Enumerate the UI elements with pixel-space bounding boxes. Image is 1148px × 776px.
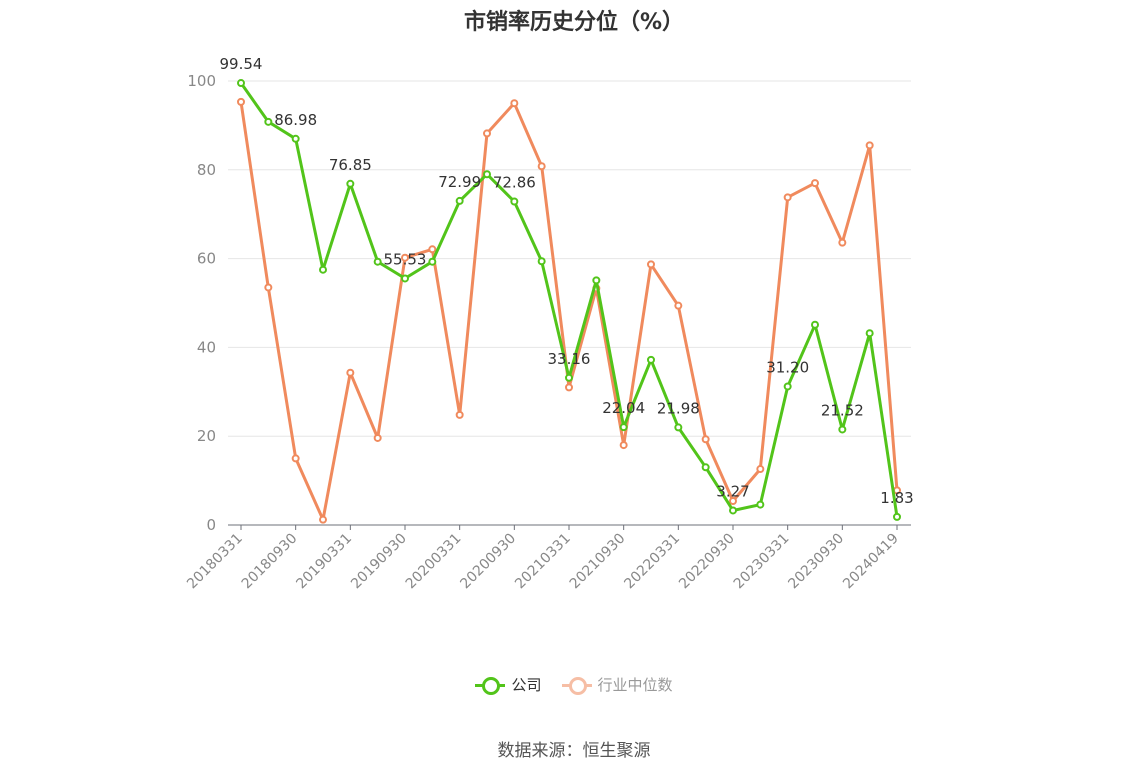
data-point (756, 500, 765, 509)
data-point (756, 465, 765, 474)
data-point (455, 196, 464, 205)
data-point (264, 117, 273, 126)
data-point (510, 197, 519, 206)
data-point (783, 193, 792, 202)
y-tick-label: 80 (197, 161, 216, 179)
data-source: 数据来源：恒生聚源 (497, 741, 651, 761)
y-tick-label: 40 (197, 338, 216, 356)
data-point (346, 179, 355, 188)
data-point (537, 257, 546, 266)
data-label: 55.53 (384, 250, 427, 268)
x-tick-label: 20230930 (785, 531, 847, 593)
legend-line-marker-icon (561, 675, 592, 695)
data-label: 1.83 (880, 489, 913, 507)
data-point (674, 301, 683, 310)
x-tick-label: 20230331 (731, 531, 793, 593)
data-point (428, 257, 437, 266)
data-label: 21.98 (657, 399, 700, 417)
data-label: 76.85 (329, 156, 372, 174)
data-label: 22.04 (602, 399, 645, 417)
data-point (373, 257, 382, 266)
legend-item-company[interactable]: 公司 (475, 674, 542, 695)
data-label: 99.54 (220, 55, 263, 73)
data-point (319, 265, 327, 274)
data-labels: 99.54 86.98 76.85 55.53 72.99 72.86 33.16 22.04… (220, 55, 914, 507)
data-point (346, 368, 355, 377)
data-point (592, 276, 601, 285)
data-point (264, 283, 273, 292)
data-point (701, 435, 710, 444)
data-point (729, 506, 737, 515)
y-tick-label: 0 (206, 516, 216, 534)
legend-line-marker-icon (475, 675, 506, 695)
y-tick-label: 100 (187, 72, 216, 90)
x-tick-label: 20240419 (840, 531, 902, 593)
data-label: 21.52 (821, 401, 864, 419)
data-point (865, 329, 874, 338)
y-tick-label: 60 (197, 250, 216, 268)
x-tick-label: 20220930 (676, 531, 738, 593)
x-tick-label: 20180930 (239, 531, 301, 593)
y-tick-label: 20 (197, 427, 216, 445)
x-tick-label: 20180331 (184, 531, 246, 593)
data-label: 72.86 (493, 174, 536, 192)
data-point (565, 373, 573, 382)
data-point (647, 355, 655, 364)
legend-item-industry[interactable]: 行业中位数 (561, 674, 673, 695)
gridlines (228, 80, 911, 437)
x-tick-label: 20200930 (457, 531, 519, 593)
data-point (291, 454, 300, 463)
x-tick-label: 20210331 (512, 531, 574, 593)
data-point (483, 170, 491, 179)
x-tick-label: 20220331 (621, 531, 683, 593)
data-label: 31.20 (766, 358, 809, 376)
series-lines (237, 79, 901, 524)
data-label: 86.98 (274, 111, 317, 129)
data-point (838, 238, 847, 247)
line-chart: 0 20 40 60 80 100 2018033120180930201903312019… (184, 55, 914, 592)
x-tick-label: 20190331 (293, 531, 355, 593)
data-point (401, 253, 409, 262)
data-label: 72.99 (438, 173, 481, 191)
data-point (701, 463, 710, 472)
data-point (455, 410, 464, 419)
chart-title: 市销率历史分位（%） (463, 10, 685, 35)
data-point (619, 423, 628, 432)
legend-label-industry: 行业中位数 (597, 676, 673, 694)
data-point (373, 433, 382, 442)
data-point (428, 245, 437, 254)
axes: 0 20 40 60 80 100 2018033120180930201903312019… (184, 72, 911, 592)
data-point (291, 134, 300, 143)
data-point (729, 497, 737, 506)
series-line (239, 82, 899, 518)
data-point (483, 129, 491, 138)
data-point (811, 179, 819, 188)
data-label: 33.16 (548, 350, 591, 368)
legend: 公司 行业中位数 (0, 674, 1148, 695)
data-point (647, 260, 655, 269)
data-point (237, 97, 245, 106)
data-label: 3.27 (716, 482, 749, 500)
data-point (565, 383, 573, 392)
data-point (811, 320, 819, 329)
data-point (619, 441, 628, 450)
x-tick-label: 20200331 (403, 531, 465, 593)
data-point (537, 162, 546, 171)
data-point (865, 141, 874, 150)
x-tick-label: 20210930 (567, 531, 629, 593)
x-tick-label: 20190930 (348, 531, 410, 593)
legend-label-company: 公司 (511, 676, 542, 694)
data-point (783, 382, 792, 391)
data-point (237, 79, 245, 88)
data-point (510, 99, 519, 108)
data-point (674, 423, 683, 432)
data-point (319, 515, 327, 524)
data-point (838, 425, 847, 434)
data-point (893, 512, 901, 521)
data-point (401, 274, 409, 283)
